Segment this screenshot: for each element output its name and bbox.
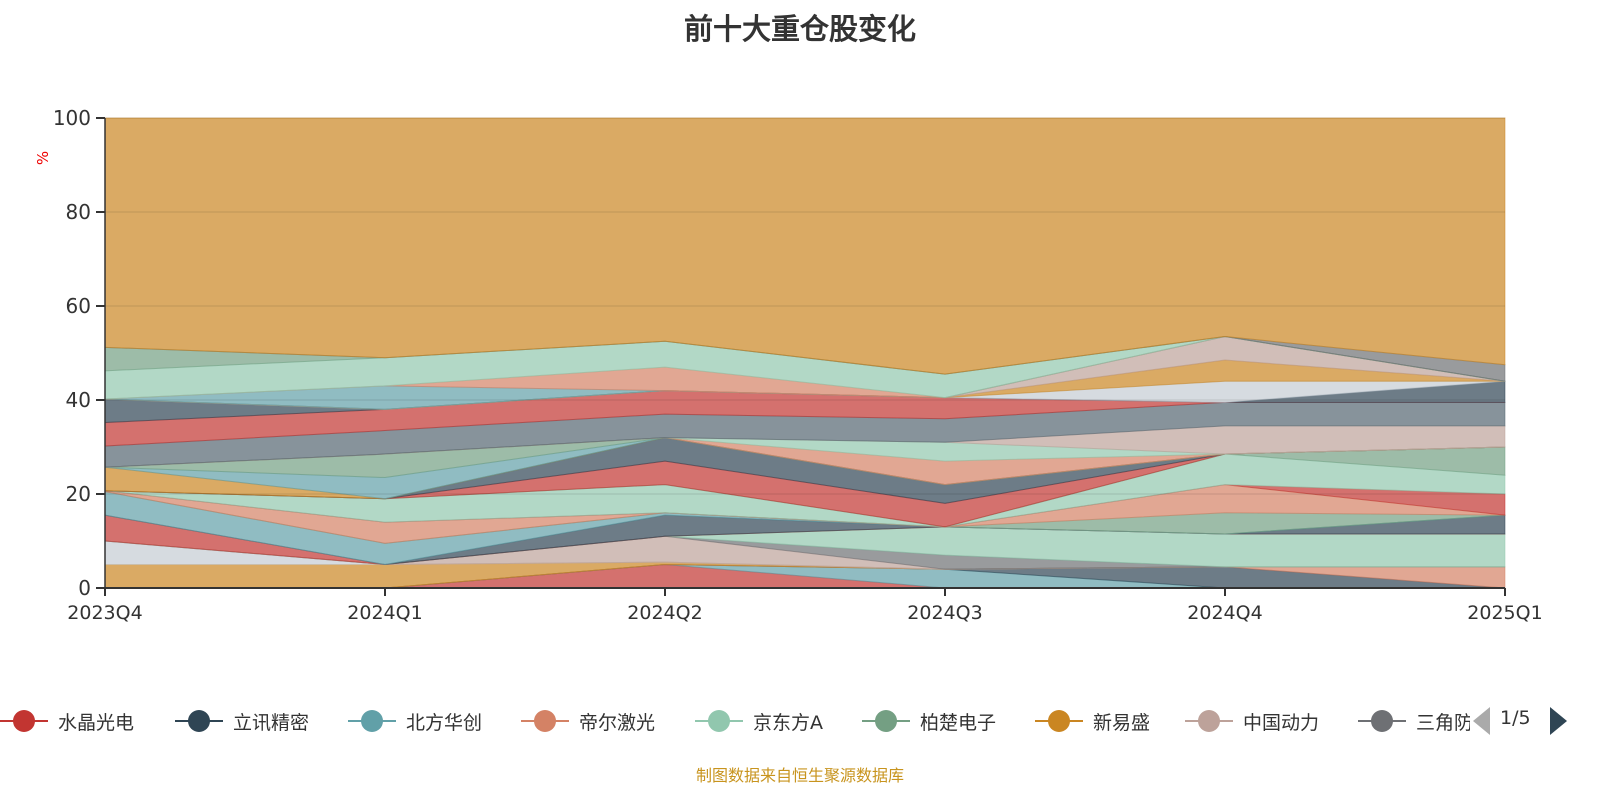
legend-next-page-icon[interactable] <box>1550 707 1567 735</box>
y-tick-label: 0 <box>78 576 91 600</box>
legend-marker-icon <box>862 704 910 738</box>
legend-item[interactable]: 北方华创 <box>348 704 482 738</box>
y-tick-label: 80 <box>66 200 91 224</box>
legend-label: 京东方A <box>753 711 823 734</box>
legend-marker-icon <box>348 704 396 738</box>
legend-marker-icon <box>1358 704 1406 738</box>
stacked-area-chart: 0 20 40 60 80 100 2023Q4 2024Q1 2024Q2 2024Q3 2024… <box>34 106 1543 624</box>
legend-marker-icon <box>521 704 569 738</box>
legend-marker-icon <box>1035 704 1083 738</box>
x-tick-label: 2024Q1 <box>347 602 422 624</box>
x-tick-label: 2024Q4 <box>1187 602 1262 624</box>
y-tick-label: 20 <box>66 482 91 506</box>
legend-label: 新易盛 <box>1093 711 1151 734</box>
legend-item[interactable]: 立讯精密 <box>175 704 309 738</box>
legend-item[interactable]: 柏楚电子 <box>862 704 996 738</box>
chart-title: 前十大重仓股变化 <box>683 12 916 46</box>
legend-prev-page-icon[interactable] <box>1473 707 1490 735</box>
legend-item[interactable]: 水晶光电 <box>0 704 134 738</box>
legend-marker-icon <box>175 704 223 738</box>
legend-label: 中国动力 <box>1243 711 1320 734</box>
x-tick-label: 2025Q1 <box>1467 602 1542 624</box>
legend-item[interactable]: 新易盛 <box>1035 704 1150 738</box>
legend-page-indicator: 1/5 <box>1500 707 1531 729</box>
area-series-36 <box>104 117 1506 375</box>
legend-label: 立讯精密 <box>233 711 310 734</box>
x-tick-label: 2024Q2 <box>627 602 702 624</box>
y-tick-label: 60 <box>66 294 91 318</box>
legend: 水晶光电 立讯精密 北方华创 帝尔激光 京东方A 柏楚电子 新易盛 中国动力 三角防务 <box>0 704 1470 738</box>
y-tick-label: 40 <box>66 388 91 412</box>
legend-item[interactable]: 帝尔激光 <box>521 704 655 738</box>
legend-item[interactable]: 中国动力 <box>1185 704 1319 738</box>
legend-item[interactable]: 京东方A <box>695 704 823 738</box>
legend-label: 帝尔激光 <box>579 711 656 734</box>
x-tick-label: 2024Q3 <box>907 602 982 624</box>
data-source-note: 制图数据来自恒生聚源数据库 <box>695 766 904 785</box>
legend-label: 三角防务 <box>1416 711 1470 734</box>
legend-label: 水晶光电 <box>58 711 135 734</box>
y-axis-label: % <box>34 151 52 165</box>
legend-label: 北方华创 <box>406 711 483 734</box>
legend-label: 柏楚电子 <box>920 711 997 734</box>
legend-marker-icon <box>1185 704 1233 738</box>
y-tick-label: 100 <box>53 106 91 130</box>
legend-item[interactable]: 三角防务 <box>1358 704 1470 738</box>
x-tick-label: 2023Q4 <box>67 602 142 624</box>
legend-marker-icon <box>695 704 743 738</box>
legend-marker-icon <box>0 704 48 738</box>
